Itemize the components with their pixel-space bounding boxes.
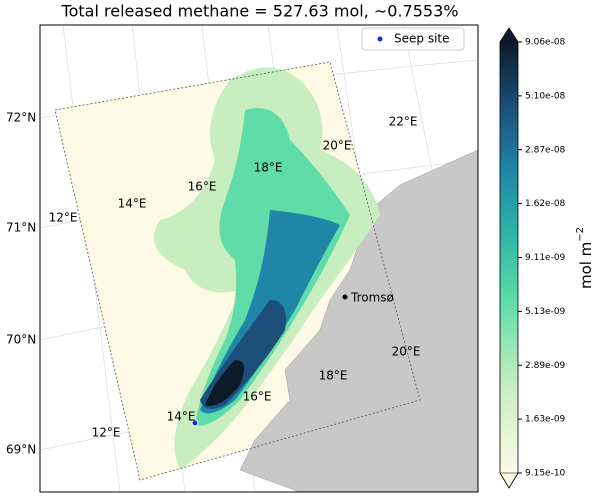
longitude-label: 12°E (49, 211, 78, 225)
legend-label: Seep site (394, 32, 450, 46)
longitude-label: 16°E (243, 390, 272, 404)
longitude-label: 14°E (167, 410, 196, 424)
longitude-label: 18°E (319, 369, 348, 383)
colorbar-tick-label: 1.62e-08 (525, 199, 566, 209)
colorbar (500, 42, 518, 473)
latitude-label: 71°N (6, 221, 36, 235)
city-marker (342, 294, 348, 300)
colorbar-tick-label: 2.89e-09 (525, 361, 566, 371)
colorbar-tick-label: 5.10e-08 (525, 91, 566, 101)
colorbar-exponent: −2 (575, 227, 586, 242)
longitude-label: 20°E (392, 345, 421, 359)
model-domain (54, 61, 421, 481)
seep-site (191, 419, 199, 427)
latitude-label: 69°N (6, 443, 36, 457)
colorbar-extend-bottom (499, 472, 519, 489)
latitude-label: 70°N (6, 333, 36, 347)
title: Total released methane = 527.63 mol, ~0.… (61, 2, 459, 21)
longitude-label: 18°E (254, 161, 283, 175)
land (239, 149, 478, 492)
longitude-label: 14°E (118, 197, 147, 211)
longitude-label: 16°E (188, 180, 217, 194)
colorbar-label: mol m−2 (575, 227, 595, 289)
plume-peak (205, 360, 244, 406)
city-label: Tromsø (350, 291, 394, 305)
legend-marker (377, 36, 383, 42)
colorbar-ticks: 9.06e-08 5.10e-08 2.87e-08 1.62e-08 9.11e-09… (518, 38, 566, 479)
map-frame (39, 24, 479, 493)
colorbar-tick-label: 9.11e-09 (525, 253, 566, 263)
longitude-label: 22°E (389, 115, 418, 129)
coordinate-labels: 72°N 71°N 70°N 69°N 12°E 14°E 16°E 18°E 20°E 22°E… (6, 111, 420, 457)
colorbar-extend-top (500, 28, 518, 42)
map: Tromsø (40, 25, 478, 492)
colorbar-tick-label: 9.06e-08 (525, 38, 566, 48)
legend (361, 27, 465, 51)
colorbar-tick-label: 5.13e-09 (525, 307, 566, 317)
colorbar-unit: mol m (577, 242, 595, 289)
longitude-label: 12°E (92, 426, 121, 440)
longitude-label: 20°E (323, 139, 352, 153)
colorbar-tick-label: 1.63e-09 (525, 415, 566, 425)
colorbar-tick-label: 9.15e-10 (525, 469, 566, 479)
latitude-label: 72°N (6, 111, 36, 125)
colorbar-tick-label: 2.87e-08 (525, 145, 566, 155)
